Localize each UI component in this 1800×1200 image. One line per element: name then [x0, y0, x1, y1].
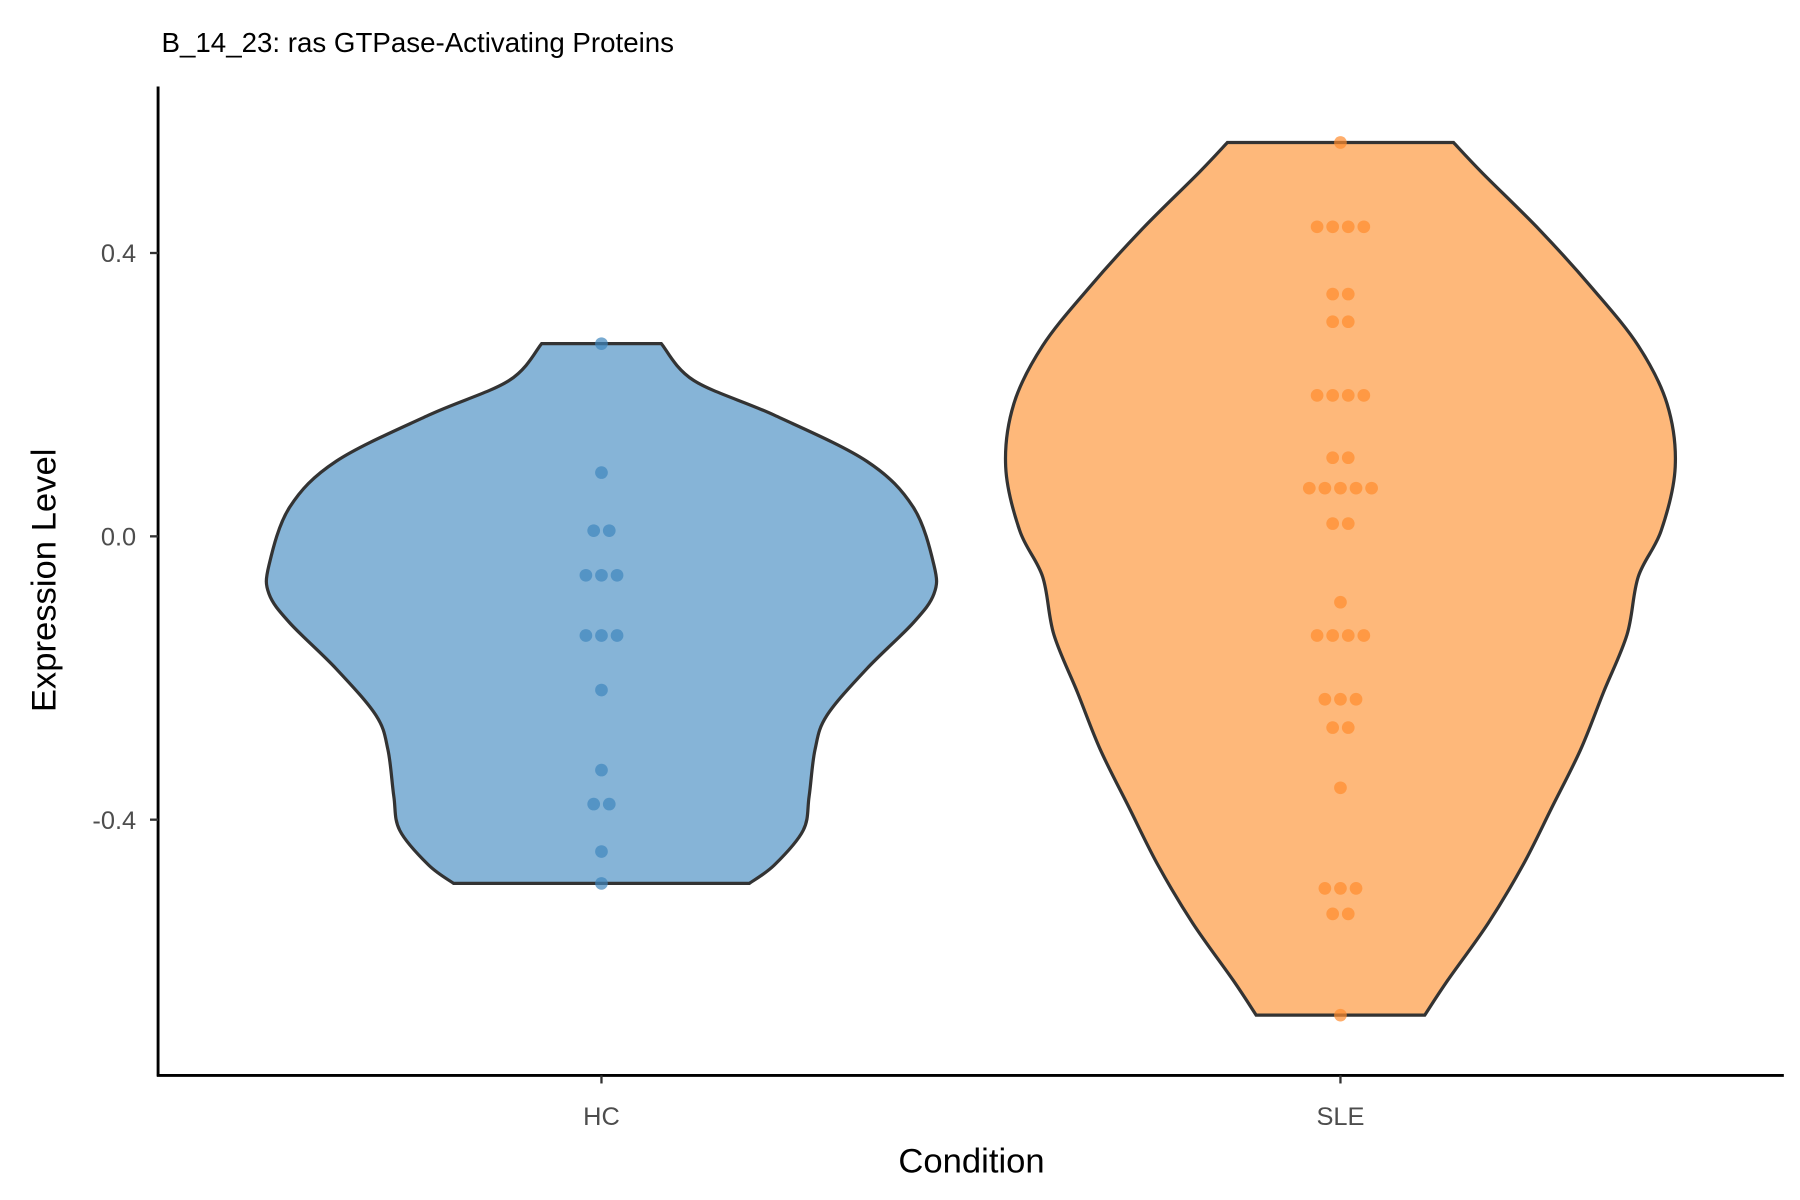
x-axis-title: Condition: [898, 1142, 1044, 1180]
chart-title: B_14_23: ras GTPase-Activating Proteins: [162, 27, 674, 58]
data-point: [1349, 481, 1363, 495]
data-point: [1326, 907, 1340, 921]
data-point: [579, 568, 593, 582]
data-point: [1349, 882, 1363, 895]
data-point: [1326, 721, 1340, 734]
violin-sle: [1003, 140, 1678, 1017]
data-point: [595, 683, 608, 697]
x-tick-label: HC: [583, 1103, 620, 1131]
data-point: [1326, 451, 1340, 465]
data-point: [1341, 287, 1355, 301]
data-point: [1334, 692, 1347, 706]
data-point: [595, 568, 608, 582]
data-point: [1334, 1008, 1347, 1022]
data-point: [1326, 389, 1340, 402]
data-point: [1341, 220, 1355, 234]
data-point: [587, 524, 601, 538]
data-point: [1310, 220, 1324, 234]
y-tick-label: -0.4: [92, 807, 136, 835]
data-point: [595, 466, 608, 479]
data-point: [1341, 451, 1355, 465]
data-point: [1302, 481, 1316, 495]
data-point: [595, 877, 608, 890]
data-point: [1349, 692, 1363, 706]
data-point: [1326, 629, 1340, 642]
violins: [264, 140, 1678, 1017]
x-ticks: HC SLE: [583, 1075, 1364, 1131]
data-point: [1334, 882, 1347, 895]
data-point: [595, 845, 608, 858]
data-point: [1326, 287, 1340, 301]
y-tick-label: 0.4: [101, 240, 136, 268]
data-point: [595, 337, 608, 351]
data-point: [602, 797, 616, 811]
data-point: [1326, 517, 1340, 530]
data-point: [1341, 517, 1355, 530]
data-point: [602, 524, 616, 538]
data-point: [1334, 481, 1347, 495]
data-point: [1310, 389, 1324, 402]
data-point: [1326, 315, 1340, 329]
data-points: [579, 136, 1378, 1022]
y-ticks: 0.4 0.0 -0.4: [92, 240, 159, 835]
data-point: [610, 629, 624, 642]
y-tick-label: 0.0: [101, 524, 136, 552]
data-point: [1341, 389, 1355, 402]
violin-hc: [264, 342, 939, 886]
data-point: [1334, 595, 1347, 609]
data-point: [595, 763, 608, 777]
data-point: [1334, 136, 1347, 149]
data-point: [1365, 481, 1378, 495]
data-point: [1341, 315, 1355, 329]
data-point: [1357, 220, 1371, 234]
data-point: [1334, 781, 1347, 795]
data-point: [587, 797, 601, 811]
data-point: [1357, 389, 1371, 402]
data-point: [1326, 220, 1340, 234]
data-point: [1318, 882, 1332, 895]
data-point: [1318, 692, 1332, 706]
x-tick-label: SLE: [1316, 1103, 1364, 1131]
data-point: [1357, 629, 1371, 642]
data-point: [610, 568, 624, 582]
data-point: [1341, 907, 1355, 921]
data-point: [1310, 629, 1324, 642]
data-point: [1318, 481, 1332, 495]
data-point: [1341, 629, 1355, 642]
y-axis-title: Expression Level: [25, 449, 63, 713]
data-point: [1341, 721, 1355, 734]
data-point: [579, 629, 593, 642]
data-point: [595, 629, 608, 642]
